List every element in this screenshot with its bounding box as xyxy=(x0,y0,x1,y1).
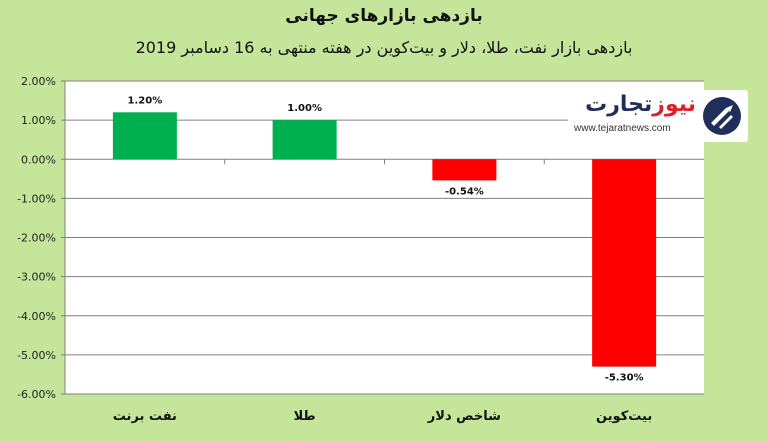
data-labels: 1.20% 1.00% -0.54% -5.30% xyxy=(128,95,644,383)
y-tick-label: -6.00% xyxy=(17,388,56,401)
logo-text-news: نیوز xyxy=(652,92,696,117)
x-axis-categories: نفت برنت طلا شاخص دلار بیت‌کوین xyxy=(113,409,652,424)
data-label: -5.30% xyxy=(605,373,644,384)
y-tick-label: -4.00% xyxy=(17,310,56,323)
y-tick-label: -2.00% xyxy=(17,232,56,245)
x-category-label: نفت برنت xyxy=(113,409,177,424)
x-category-label: بیت‌کوین xyxy=(596,409,652,424)
logo-text: نیوزتجارت xyxy=(585,92,696,117)
bar xyxy=(272,120,337,160)
y-tick-label: -3.00% xyxy=(17,271,56,284)
x-category-label: طلا xyxy=(294,409,316,424)
y-tick-label: 0.00% xyxy=(21,153,56,166)
chart-title: بازدهی بازارهای جهانی xyxy=(285,6,483,26)
bar xyxy=(592,159,657,367)
logo-url: www.tejaratnews.com xyxy=(574,123,671,134)
y-axis-ticks: 2.00% 1.00% 0.00% -1.00% -2.00% -3.00% -4.00% -… xyxy=(17,75,56,401)
tejaratnews-logo: نیوزتجارت www.tejaratnews.com xyxy=(568,90,748,142)
y-tick-label: 2.00% xyxy=(21,75,56,88)
y-tick-label: 1.00% xyxy=(21,114,56,127)
data-label: -0.54% xyxy=(445,186,484,197)
y-tick-label: -1.00% xyxy=(17,192,56,205)
chart-subtitle: بازدهی بازار نفت، طلا، دلار و بیت‌کوین د… xyxy=(135,38,633,57)
logo-text-tejarat: تجارت xyxy=(585,92,653,117)
bar xyxy=(112,112,177,160)
data-label: 1.00% xyxy=(287,103,322,114)
y-tick-label: -5.00% xyxy=(17,349,56,362)
x-category-label: شاخص دلار xyxy=(427,409,501,424)
data-label: 1.20% xyxy=(128,95,163,106)
bar xyxy=(432,159,497,181)
bars xyxy=(112,112,657,367)
tejaratnews-logo-icon xyxy=(703,97,741,135)
